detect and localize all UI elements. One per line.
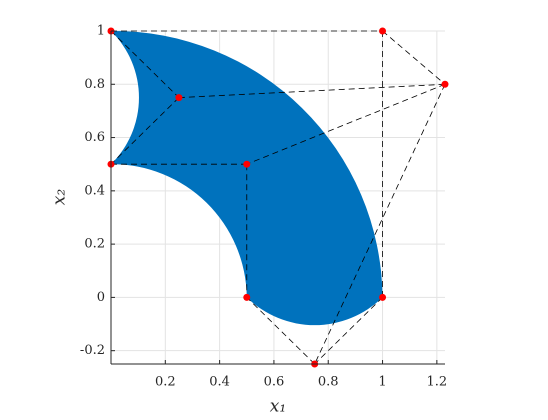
- x-tick-label: 0.8: [318, 375, 339, 390]
- y-tick-label: -0.2: [80, 343, 105, 358]
- control-point: [441, 80, 449, 88]
- x-tick-label: 1.2: [427, 375, 448, 390]
- y-tick-label: 0.2: [84, 237, 105, 252]
- control-net-line: [246, 83, 446, 165]
- control-net-line: [382, 30, 446, 85]
- control-net-line: [110, 30, 180, 98]
- control-net-line: [314, 297, 383, 365]
- control-point: [379, 293, 387, 301]
- y-tick-label: 0.8: [84, 77, 105, 92]
- y-tick-label: 0.6: [84, 130, 105, 145]
- x-tick-label: 0.2: [155, 375, 176, 390]
- y-tick-label: 1: [97, 24, 105, 39]
- x-tick-label: 0.6: [264, 375, 285, 390]
- x-tick-label: 0.4: [209, 375, 230, 390]
- control-point: [243, 160, 251, 168]
- control-point: [175, 94, 183, 102]
- control-net-line: [178, 83, 446, 98]
- y-tick-label: 0.4: [84, 183, 105, 198]
- x-tick-label: 1: [378, 375, 386, 390]
- y-axis-label: x₂: [50, 189, 70, 206]
- control-point: [379, 27, 387, 35]
- y-tick-label: 0: [97, 290, 105, 305]
- control-point: [243, 293, 251, 301]
- x-axis-label: x₁: [270, 397, 286, 417]
- control-net-line: [314, 84, 446, 365]
- control-net-line: [110, 97, 180, 165]
- control-net-line: [246, 297, 315, 365]
